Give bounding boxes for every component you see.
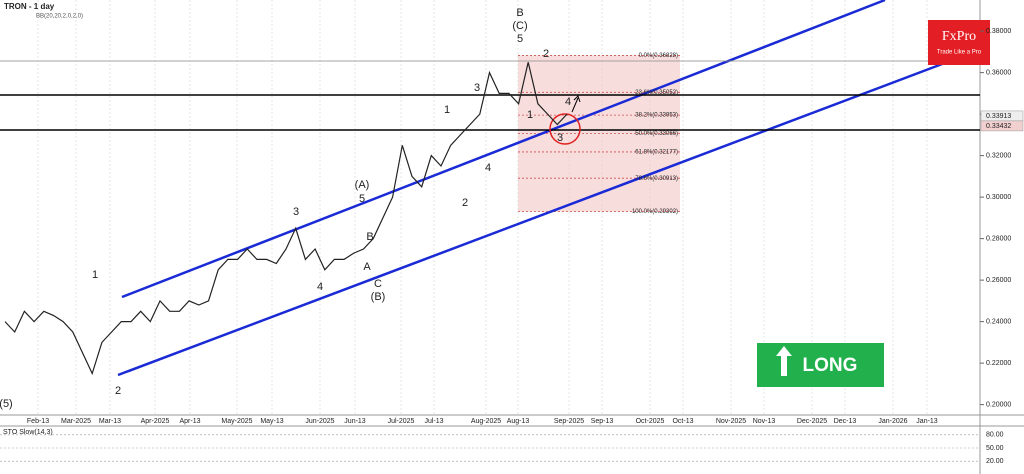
wave-label: 5 [517,33,523,45]
wave-label: A [363,261,371,273]
wave-label: 1 [444,104,450,116]
x-tick-label: Sep-13 [591,418,614,425]
x-tick-label: Jul-2025 [388,418,415,425]
wave-label: 2 [543,48,549,60]
wave-label: C [374,278,382,290]
wave-label: 3 [474,82,480,94]
signal-box [757,343,884,387]
wave-label: (C) [512,20,527,32]
wave-label: 4 [565,96,571,108]
osc-tick-label: 80.00 [986,432,1004,439]
y-tick-label: 0.24000 [986,318,1011,325]
signal-label: LONG [803,355,858,376]
x-tick-label: Dec-2025 [797,418,827,425]
fib-label: 23.6%(0.35052) [635,90,678,96]
logo-box [928,20,990,65]
x-tick-label: Aug-2025 [471,418,501,425]
wave-label: 1 [92,269,98,281]
wave-label: B [516,7,523,19]
wave-label: 3 [557,132,563,144]
x-tick-label: Oct-13 [672,418,693,425]
x-tick-label: Dec-13 [834,418,857,425]
x-tick-label: Aug-13 [507,418,530,425]
x-tick-label: Nov-13 [753,418,776,425]
y-tick-label: 0.32000 [986,152,1011,159]
x-tick-label: Mar-2025 [61,418,91,425]
wave-label: 1 [527,109,533,121]
fib-label: 38.2%(0.33953) [635,113,678,119]
x-tick-label: Apr-13 [179,418,200,425]
chart-title: TRON - 1 day [4,2,55,11]
channel-lower [117,56,959,377]
wave-label: (5) [0,398,13,410]
arrow-up-icon [776,346,792,376]
x-tick-label: Nov-2025 [716,418,746,425]
wave-label: B [366,231,373,243]
osc-tick-label: 50.00 [986,445,1004,452]
x-tick-label: Sep-2025 [554,418,584,425]
y-tick-label: 0.26000 [986,277,1011,284]
wave-label: 3 [293,206,299,218]
x-tick-label: Jan-2026 [878,418,907,425]
x-tick-label: Jan-13 [916,418,938,425]
wave-label: 5 [359,193,365,205]
fib-label: 100.0%(0.29302) [632,209,678,215]
osc-tick-label: 20.00 [986,458,1004,465]
x-tick-label: May-13 [260,418,283,425]
arrow [571,95,581,113]
y-tick-label: 0.36000 [986,69,1011,76]
x-tick-label: Feb-13 [27,418,49,425]
y-tick-label: 0.22000 [986,360,1011,367]
fib-label: 61.8%(0.32177) [635,150,678,156]
price-line [4,62,568,376]
y-tick-label: 0.20000 [986,401,1011,408]
price-tag-label: 0.33432 [986,123,1011,130]
oscillator-title: STO Slow(14,3) [3,429,53,436]
logo-tagline: Trade Like a Pro [937,50,982,56]
highlight-circle [549,113,581,145]
y-tick-label: 0.30000 [986,194,1011,201]
channel-upper [121,0,886,299]
x-tick-label: May-2025 [221,418,252,425]
wave-label: (A) [355,179,370,191]
x-tick-label: Oct-2025 [636,418,665,425]
indicator-label: BB(20,20,2,0,2,0) [36,14,83,20]
price-tag [980,120,1024,132]
y-tick-label: 0.28000 [986,235,1011,242]
logo-name: FxPro [942,29,976,44]
wave-label: 2 [462,197,468,209]
x-tick-label: Jun-2025 [305,418,334,425]
wave-label: 4 [317,281,323,293]
x-tick-label: Jun-13 [344,418,366,425]
price-tag-label: 0.33913 [986,113,1011,120]
fib-label: 78.6%(0.30913) [635,176,678,182]
wave-label: 2 [115,385,121,397]
y-tick-label: 0.38000 [986,28,1011,35]
wave-label: 4 [485,162,491,174]
fib-label: 50.0%(0.33066) [635,131,678,137]
x-tick-label: Jul-13 [424,418,443,425]
wave-label: (B) [371,291,386,303]
x-tick-label: Mar-13 [99,418,121,425]
fib-label: 0.0%(0.36828) [639,53,678,59]
x-tick-label: Apr-2025 [141,418,170,425]
